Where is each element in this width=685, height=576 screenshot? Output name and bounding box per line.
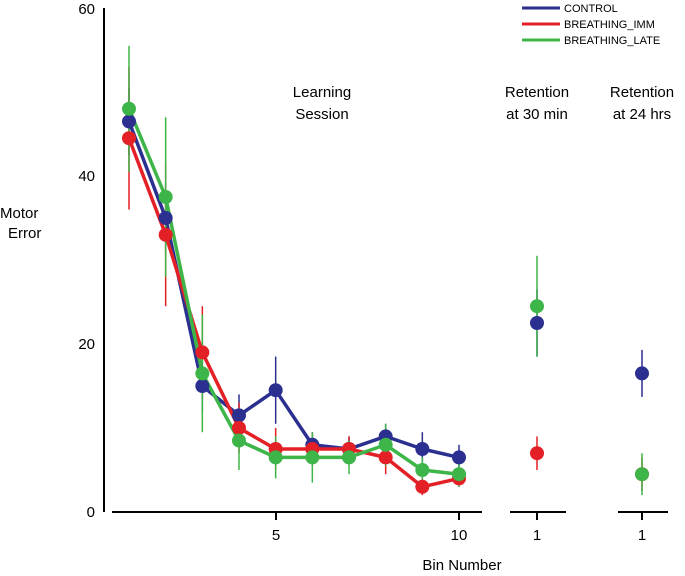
point-breathing-late-bin-5 <box>268 450 283 465</box>
point-control-bin-9 <box>415 442 430 456</box>
annotation-learning-line2: Session <box>295 106 348 123</box>
series-line-control <box>127 120 460 460</box>
y-axis-title-line2: Error <box>8 225 41 242</box>
x-tick-label-5: 5 <box>272 527 280 544</box>
point-control-bin-2 <box>158 211 173 225</box>
annotation-retention30-line1: Retention <box>505 84 569 101</box>
point-control-bin-3 <box>195 379 210 393</box>
point-breathing-late-bin-1 <box>122 101 136 116</box>
point-breathing-late-bin-4 <box>232 433 246 448</box>
point-breathing-imm-bin-8 <box>378 450 393 465</box>
point-breathing-late-bin-2 <box>158 190 173 204</box>
point-breathing-imm-bin-1 <box>122 131 136 146</box>
legend-label-control: CONTROL <box>564 3 618 15</box>
x-axis-title: Bin Number <box>422 557 501 574</box>
point-control-retention24 <box>635 366 649 381</box>
point-breathing-imm-retention30 <box>530 446 544 461</box>
series-line-breathing-imm <box>127 137 460 489</box>
annotation-retention30-line2: at 30 min <box>506 106 568 123</box>
point-breathing-late-retention24 <box>635 467 649 482</box>
point-control-bin-4 <box>232 408 246 423</box>
x-tick-label-ret30: 1 <box>533 527 541 544</box>
point-control-retention30 <box>530 316 544 330</box>
point-breathing-late-bin-10 <box>452 467 466 482</box>
point-control-bin-10 <box>452 450 466 465</box>
point-breathing-imm-bin-4 <box>232 421 246 435</box>
point-breathing-imm-bin-2 <box>158 227 173 242</box>
annotation-learning-line1: Learning <box>293 84 351 101</box>
y-tick-label-40: 40 <box>78 168 95 185</box>
y-axis-title-line1: Motor <box>0 205 38 222</box>
y-tick-label-60: 60 <box>78 1 95 18</box>
x-tick-label-10: 10 <box>451 527 468 544</box>
y-tick-label-20: 20 <box>78 336 95 353</box>
legend-label-breathing-late: BREATHING_LATE <box>564 35 660 47</box>
point-breathing-late-bin-8 <box>378 437 393 452</box>
y-tick-label-0: 0 <box>87 504 95 521</box>
point-breathing-imm-bin-9 <box>415 479 430 494</box>
point-breathing-late-retention30 <box>530 299 544 314</box>
data-marks <box>122 45 649 496</box>
point-breathing-late-bin-6 <box>305 450 320 465</box>
legend: CONTROL BREATHING_IMM BREATHING_LATE <box>522 3 660 47</box>
legend-label-breathing-imm: BREATHING_IMM <box>564 19 655 31</box>
annotation-retention24-line2: at 24 hrs <box>613 106 671 123</box>
point-control-bin-1 <box>122 114 136 129</box>
point-breathing-late-bin-7 <box>342 450 356 465</box>
point-control-bin-5 <box>268 383 283 398</box>
point-breathing-imm-bin-3 <box>195 345 210 360</box>
x-tick-label-ret24: 1 <box>638 527 646 544</box>
point-breathing-late-bin-9 <box>415 463 430 477</box>
annotation-retention24-line1: Retention <box>610 84 674 101</box>
point-breathing-late-bin-3 <box>195 366 210 381</box>
series-line-breathing-late <box>127 108 460 476</box>
